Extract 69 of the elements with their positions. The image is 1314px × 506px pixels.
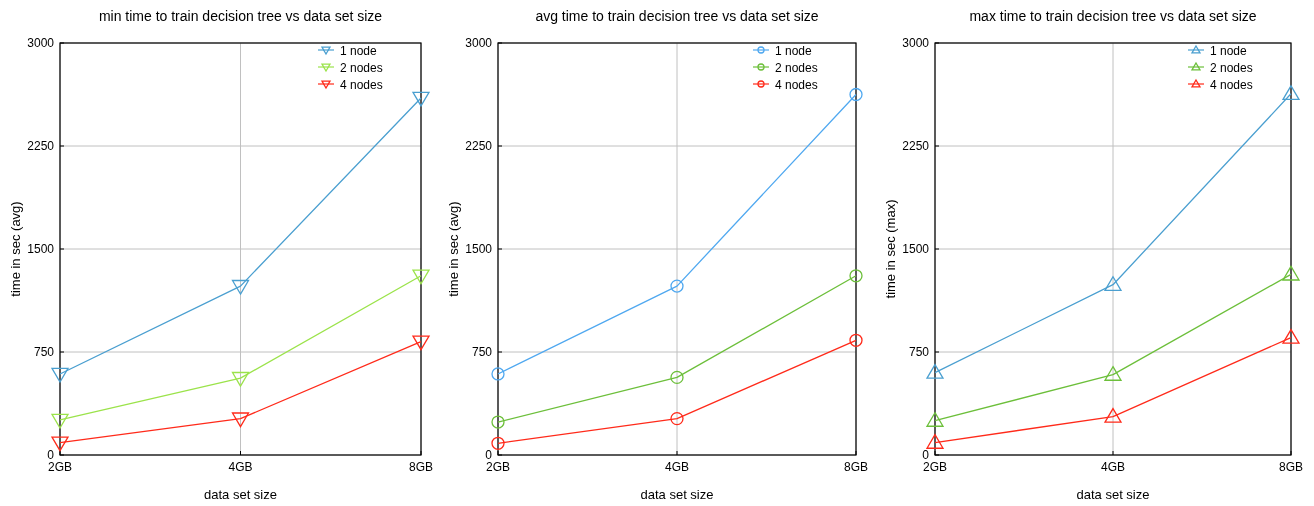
legend-label: 1 node: [340, 43, 378, 58]
point: [1282, 85, 1300, 101]
y-tick-label: 0: [485, 448, 493, 462]
point: [231, 371, 250, 387]
point: [231, 279, 250, 295]
point: [491, 367, 505, 381]
y-tick-label: 0: [47, 448, 55, 462]
point: [51, 413, 69, 429]
chart-title: max time to train decision tree vs data set size: [969, 8, 1257, 24]
legend-label: 4 nodes: [775, 77, 818, 92]
y-tick-label: 1500: [465, 242, 493, 256]
point: [849, 87, 863, 102]
point: [849, 269, 863, 283]
y-tick-label: 3000: [27, 36, 55, 50]
y-axis-title: time in sec (avg): [8, 201, 23, 297]
point: [849, 333, 863, 347]
legend-label: 2 nodes: [1210, 60, 1253, 75]
x-tick-label: 2GB: [47, 460, 73, 474]
y-tick-label: 0: [922, 448, 930, 462]
x-tick-label: 4GB: [1100, 460, 1126, 474]
legend-label: 1 node: [1210, 43, 1248, 58]
x-tick-label: 4GB: [228, 460, 253, 474]
point: [231, 412, 250, 428]
x-axis-title: data set size: [1076, 487, 1150, 502]
chart-title: avg time to train decision tree vs data set size: [535, 8, 819, 24]
point: [51, 367, 69, 383]
y-tick-label: 2250: [465, 139, 493, 153]
point: [670, 279, 684, 293]
x-tick-label: 8GB: [843, 460, 869, 474]
point: [926, 412, 944, 427]
point: [412, 269, 430, 285]
y-tick-label: 3000: [902, 36, 930, 50]
legend-label: 2 nodes: [340, 60, 383, 75]
x-axis-title: data set size: [204, 487, 277, 502]
y-tick-label: 750: [908, 345, 930, 359]
y-axis-title: time in sec (max): [883, 199, 898, 299]
point: [1104, 276, 1122, 291]
x-tick-label: 4GB: [664, 460, 690, 474]
x-axis-title: data set size: [640, 487, 714, 502]
y-tick-label: 1500: [902, 242, 930, 256]
x-tick-label: 8GB: [408, 460, 434, 474]
legend-label: 2 nodes: [775, 60, 818, 75]
x-tick-label: 2GB: [922, 460, 948, 474]
point: [926, 363, 944, 379]
y-axis-title: time in sec (avg): [446, 201, 461, 297]
point: [491, 436, 505, 450]
y-tick-label: 3000: [465, 36, 493, 50]
y-tick-label: 2250: [27, 139, 55, 153]
legend-label: 4 nodes: [340, 77, 383, 92]
point: [491, 415, 505, 429]
y-tick-label: 750: [33, 345, 55, 359]
point: [1282, 328, 1300, 344]
point: [1104, 366, 1122, 381]
point: [51, 436, 69, 452]
legend-label: 1 node: [775, 43, 813, 58]
point: [412, 335, 430, 351]
point: [670, 370, 684, 385]
chart-title: min time to train decision tree vs data set size: [98, 8, 383, 24]
x-tick-label: 8GB: [1278, 460, 1304, 474]
legend-label: 4 nodes: [1210, 77, 1253, 92]
point: [1282, 265, 1300, 281]
point: [412, 91, 430, 107]
x-tick-label: 2GB: [485, 460, 511, 474]
y-tick-label: 2250: [902, 139, 930, 153]
y-tick-label: 750: [471, 345, 493, 359]
point: [926, 433, 944, 449]
point: [1104, 407, 1122, 423]
y-tick-label: 1500: [27, 242, 55, 256]
point: [670, 411, 684, 426]
